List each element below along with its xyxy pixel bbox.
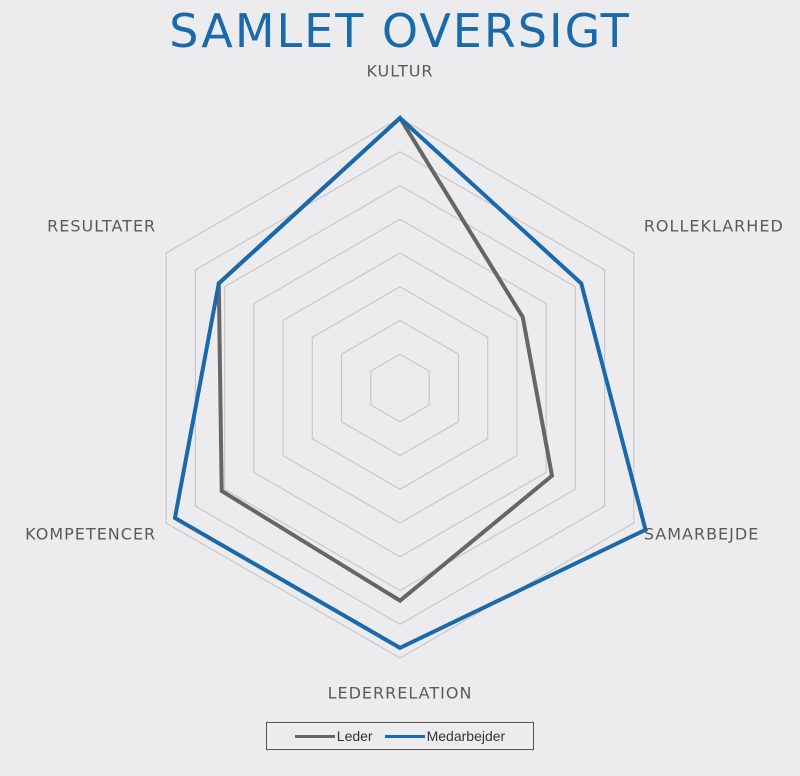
axis-label-samarbejde: SAMARBEJDE — [644, 525, 760, 544]
axis-label-kompetencer: KOMPETENCER — [25, 525, 156, 544]
legend-swatch-medarbejder — [384, 734, 425, 738]
axis-label-lederrelation: LEDERRELATION — [328, 684, 473, 703]
legend-item-leder: Leder — [294, 728, 373, 744]
axis-label-kultur: KULTUR — [366, 62, 433, 81]
grid-ring-3 — [311, 286, 489, 490]
grid-ring-5 — [253, 218, 547, 558]
axis-label-rolleklarhed: ROLLEKLARHED — [644, 217, 784, 236]
legend-item-medarbejder: Medarbejder — [384, 728, 506, 744]
legend-label-leder: Leder — [336, 728, 373, 744]
grid-ring-6 — [224, 184, 576, 592]
series-line-medarbejder — [172, 115, 648, 651]
grid-ring-8 — [165, 117, 635, 659]
legend-swatch-leder — [294, 734, 335, 738]
grid-ring-7 — [194, 151, 606, 625]
grid-ring-4 — [282, 252, 518, 524]
legend-label-medarbejder: Medarbejder — [426, 728, 506, 744]
axis-label-resultater: RESULTATER — [47, 217, 156, 236]
chart-title: SAMLET OVERSIGT — [169, 4, 631, 58]
series-line-leder — [216, 114, 555, 604]
radar-grid — [165, 117, 635, 659]
grid-ring-2 — [340, 319, 460, 457]
grid-ring-1 — [370, 353, 430, 423]
legend: Leder Medarbejder — [266, 722, 534, 750]
